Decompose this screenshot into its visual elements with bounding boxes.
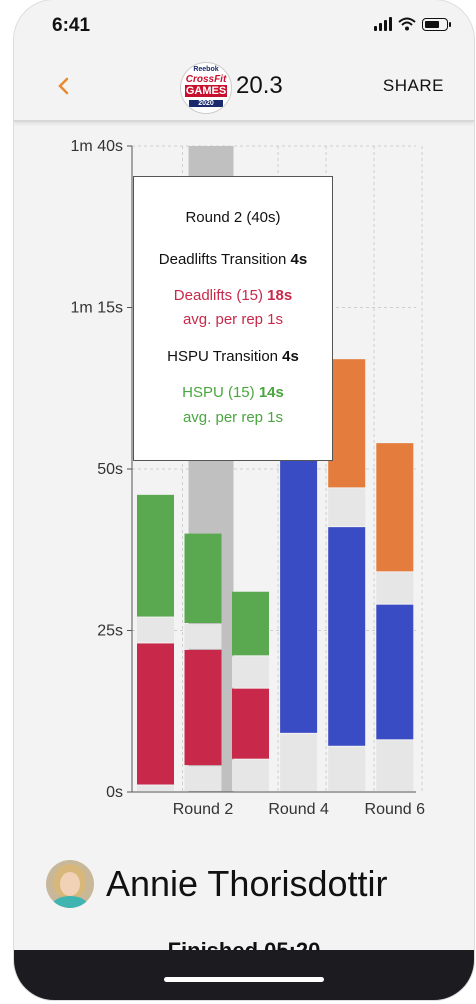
- bar-segment[interactable]: [280, 733, 318, 791]
- wifi-icon: [398, 17, 416, 31]
- share-button[interactable]: SHARE: [382, 76, 444, 95]
- tooltip-hspu: HSPU (15) 14s: [182, 384, 284, 401]
- x-tick-label: Round 6: [365, 801, 426, 818]
- round-breakdown-chart[interactable]: 0s 25s 50s 1m 15s 1m 40s Round 2 Round 4 Round …: [14, 120, 474, 850]
- logo-text-games: GAMES: [185, 85, 227, 97]
- y-tick-label: 50s: [97, 461, 123, 478]
- logo-text-reebok: Reebok: [193, 66, 219, 73]
- tooltip-deadlifts-avg: avg. per rep 1s: [182, 311, 284, 328]
- bar-segment[interactable]: [280, 436, 318, 733]
- bar-segment[interactable]: [137, 643, 174, 785]
- y-tick-label: 0s: [106, 784, 123, 801]
- bar-segment[interactable]: [232, 656, 269, 688]
- bar-segment[interactable]: [137, 494, 174, 617]
- x-tick-label: Round 2: [173, 801, 234, 818]
- status-bar: 6:41: [14, 0, 474, 52]
- bar-segment[interactable]: [328, 488, 366, 527]
- home-bar: [14, 950, 474, 1000]
- athlete-header[interactable]: Annie Thorisdottir: [46, 858, 387, 910]
- battery-icon: [422, 17, 451, 31]
- bar-segment[interactable]: [137, 617, 174, 643]
- tooltip-deadlifts: Deadlifts (15) 18s: [173, 287, 293, 304]
- bar-segment[interactable]: [184, 649, 222, 766]
- athlete-name: Annie Thorisdottir: [106, 863, 388, 904]
- x-tick-label: Round 4: [268, 801, 329, 818]
- bar-segment[interactable]: [232, 759, 269, 791]
- phone-screen: 6:41 Reebok CrossFit GAMES 2020 20.3 SHA…: [14, 0, 474, 1000]
- logo-text-year: 2020: [189, 100, 223, 107]
- logo-text-crossfit: CrossFit: [185, 74, 227, 85]
- bar-segment[interactable]: [376, 604, 414, 740]
- bar-segment[interactable]: [184, 624, 222, 649]
- y-tick-label: 1m 40s: [71, 138, 123, 155]
- bar-segment[interactable]: [376, 443, 414, 572]
- bar-segment[interactable]: [376, 740, 414, 791]
- bar-segment[interactable]: [232, 688, 269, 759]
- bar-segment[interactable]: [376, 572, 414, 604]
- bar-segment[interactable]: [328, 527, 366, 746]
- chevron-left-icon: [58, 77, 69, 95]
- event-title: 20.3: [236, 72, 283, 99]
- tooltip-deadlift-transition: Deadlifts Transition 4s: [158, 251, 308, 268]
- bar-segment[interactable]: [184, 533, 222, 624]
- status-icons: [374, 17, 451, 31]
- bar-segment[interactable]: [137, 785, 174, 791]
- signal-icon: [374, 17, 392, 31]
- app-bar: Reebok CrossFit GAMES 2020 20.3 SHARE: [14, 52, 474, 122]
- avatar: [46, 860, 94, 908]
- tooltip-title: Round 2 (40s): [185, 209, 281, 226]
- back-button[interactable]: [52, 74, 76, 98]
- bar-segment[interactable]: [328, 746, 366, 791]
- home-indicator[interactable]: [164, 977, 324, 982]
- round-tooltip: Round 2 (40s) Deadlifts Transition 4s De…: [133, 176, 333, 461]
- crossfit-games-logo: Reebok CrossFit GAMES 2020: [180, 62, 232, 114]
- status-time: 6:41: [52, 15, 91, 36]
- tooltip-hspu-transition: HSPU Transition 4s: [167, 348, 299, 365]
- bar-segment[interactable]: [328, 359, 366, 488]
- y-tick-label: 25s: [97, 623, 123, 640]
- y-tick-label: 1m 15s: [71, 300, 123, 317]
- tooltip-hspu-avg: avg. per rep 1s: [182, 409, 284, 426]
- bar-segment[interactable]: [184, 766, 222, 791]
- bar-segment[interactable]: [232, 591, 269, 656]
